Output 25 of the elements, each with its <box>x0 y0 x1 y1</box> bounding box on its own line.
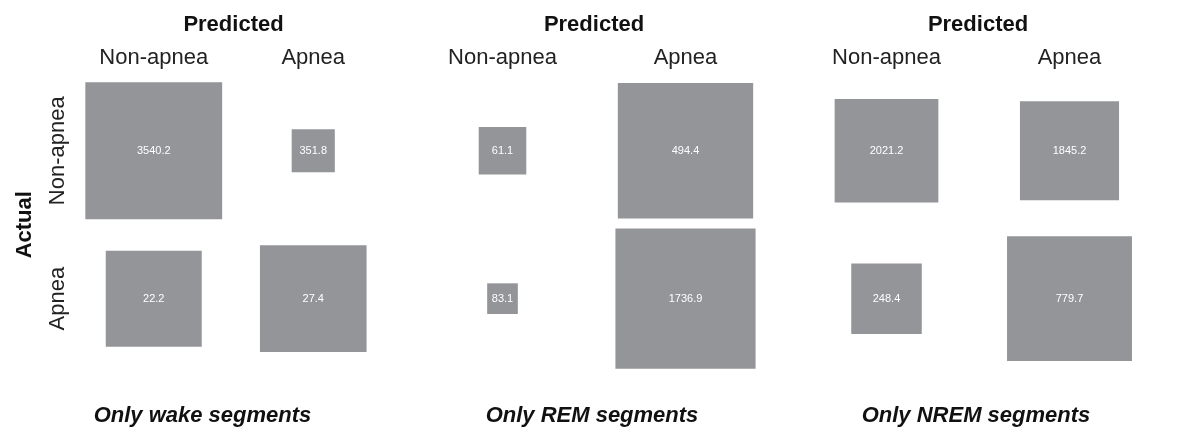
x-tick-label: Non-apnea <box>832 43 942 69</box>
y-axis-title: Actual <box>11 191 37 259</box>
data-label: 61.1 <box>491 143 514 156</box>
data-label: 248.4 <box>872 291 901 304</box>
data-label: 27.4 <box>302 291 324 304</box>
x-tick-label: Apnea <box>281 43 346 69</box>
x-tick-label: Non-apnea <box>448 43 558 69</box>
text: Only NREM segments <box>861 401 1091 427</box>
text: Only wake segments <box>93 401 312 427</box>
x-tick-label: Apnea <box>653 43 719 69</box>
data-label: 351.8 <box>299 143 328 156</box>
x-axis-title: Predicted <box>183 11 284 37</box>
data-label: 1845.2 <box>1052 143 1087 156</box>
data-label: 22.2 <box>143 291 165 304</box>
data-label: 779.7 <box>1055 291 1084 304</box>
x-axis-title: Predicted <box>543 11 645 37</box>
text: Only REM segments <box>485 401 699 427</box>
x-axis-title: Predicted <box>927 11 1029 37</box>
x-tick-label: Non-apnea <box>99 43 209 69</box>
data-label: 2021.2 <box>869 143 904 156</box>
data-label: 3540.2 <box>136 143 171 156</box>
data-label: 494.4 <box>671 143 700 156</box>
data-label: 83.1 <box>491 291 514 304</box>
data-label: 1736.9 <box>668 291 703 304</box>
x-tick-label: Apnea <box>1037 43 1103 69</box>
